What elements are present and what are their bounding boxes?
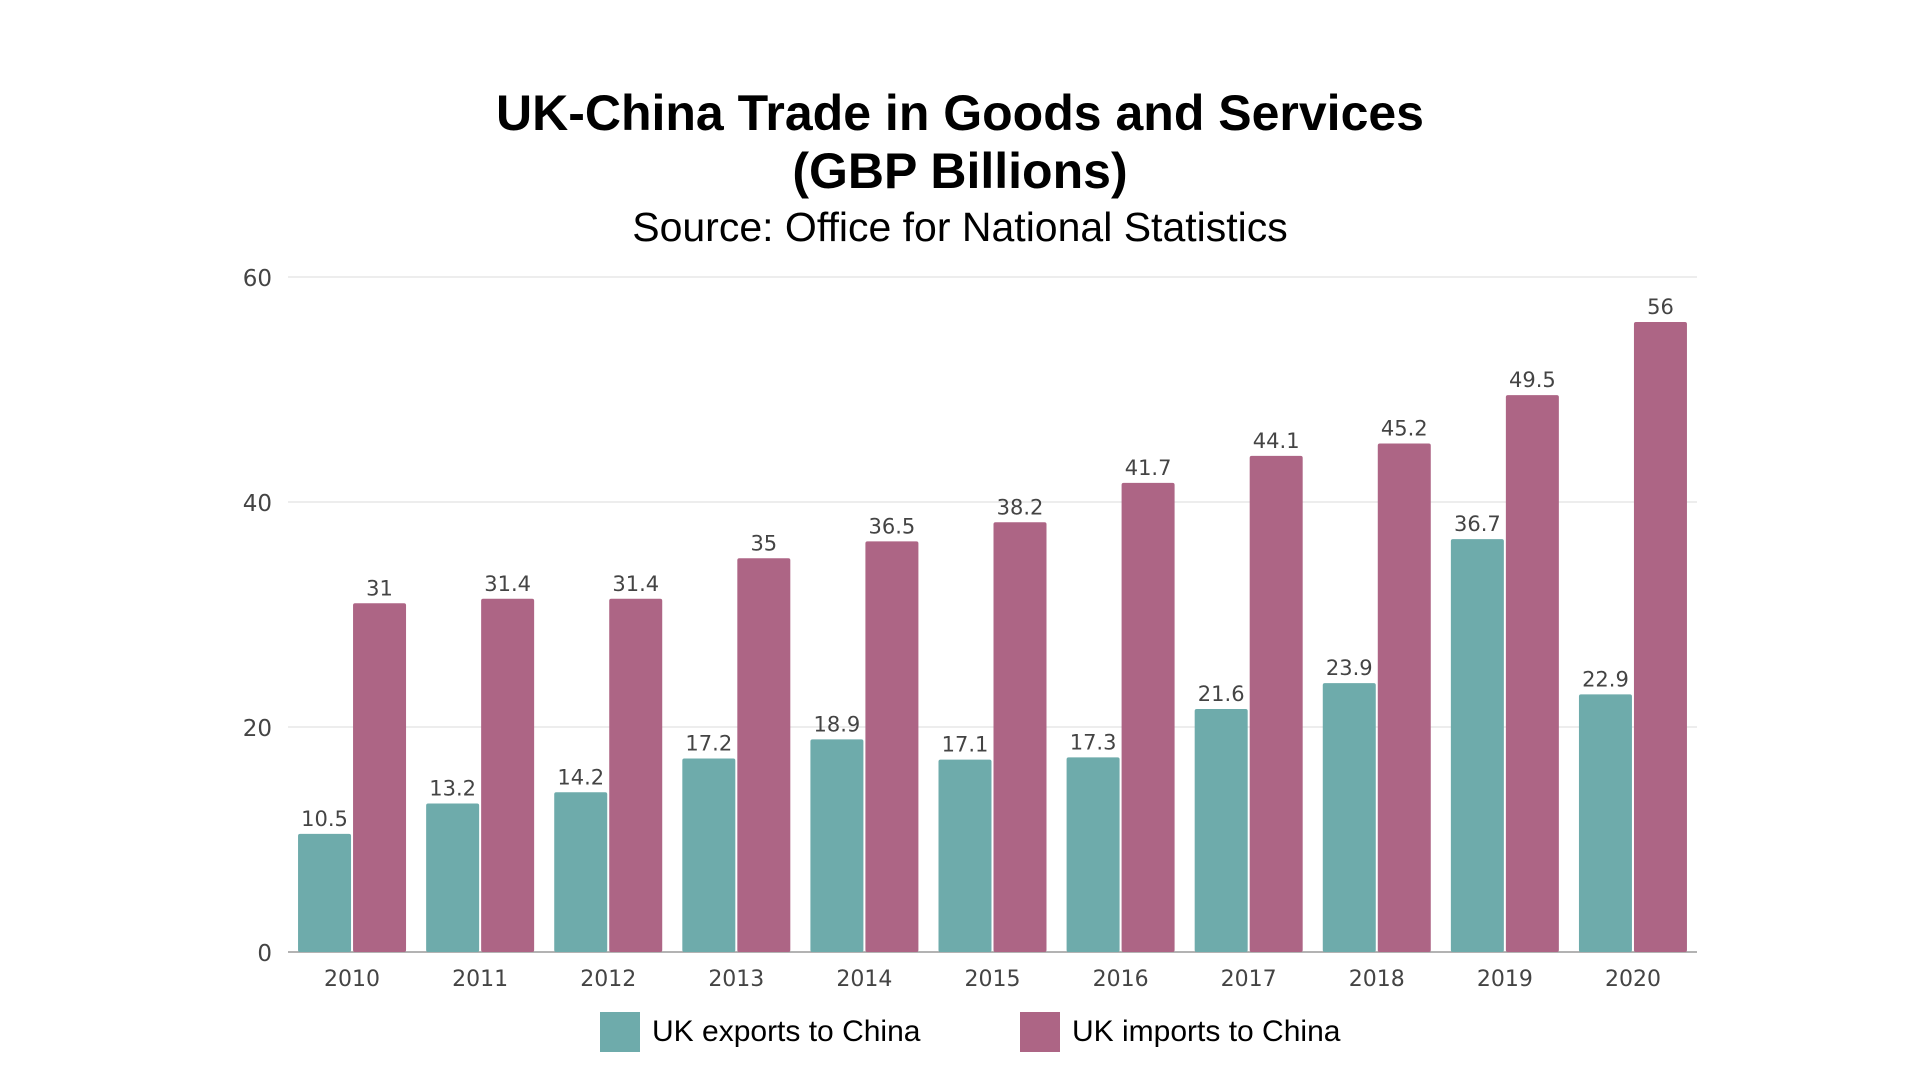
x-tick-label: 2016 (1093, 967, 1149, 992)
bar (1578, 694, 1632, 952)
data-label: 22.9 (1582, 667, 1629, 691)
data-label: 36.5 (869, 514, 916, 538)
y-tick-label: 60 (243, 266, 272, 292)
data-label: 44.1 (1253, 429, 1300, 453)
data-label: 31.4 (484, 572, 531, 596)
data-label: 31.4 (612, 572, 659, 596)
data-label: 17.1 (942, 733, 989, 757)
bar (298, 833, 352, 952)
legend: UK exports to China UK imports to China (0, 1012, 1920, 1062)
data-label: 14.2 (557, 765, 604, 789)
bar (1505, 395, 1559, 952)
bar (1633, 322, 1687, 952)
data-label: 18.9 (814, 712, 861, 736)
data-label: 41.7 (1125, 456, 1172, 480)
data-label: 45.2 (1381, 417, 1428, 441)
data-label: 36.7 (1454, 512, 1501, 536)
bar (1066, 757, 1120, 952)
bar (481, 598, 535, 952)
bar (353, 603, 407, 952)
data-label: 35 (750, 531, 777, 555)
data-label: 10.5 (301, 807, 348, 831)
legend-label-exports: UK exports to China (652, 1015, 921, 1048)
legend-swatch-exports (600, 1012, 640, 1052)
y-tick-label: 40 (243, 491, 272, 517)
bar (938, 759, 992, 952)
x-tick-label: 2011 (452, 967, 508, 992)
bar (993, 522, 1047, 952)
bar (554, 792, 608, 952)
bar (1322, 683, 1376, 952)
bar (1194, 709, 1248, 952)
data-label: 17.3 (1070, 730, 1117, 754)
data-label: 13.2 (429, 777, 476, 801)
data-label: 38.2 (997, 495, 1044, 519)
x-tick-label: 2010 (324, 967, 380, 992)
x-tick-label: 2015 (965, 967, 1021, 992)
chart-title-line-2: (GBP Billions) (792, 143, 1128, 199)
legend-item-exports: UK exports to China (600, 1012, 920, 1052)
bar (426, 803, 480, 952)
bar (1249, 455, 1303, 952)
x-tick-label: 2019 (1477, 967, 1533, 992)
x-tick-label: 2013 (708, 967, 764, 992)
bar (1377, 443, 1431, 952)
legend-swatch-imports (1020, 1012, 1060, 1052)
chart-title-block: UK-China Trade in Goods and Services (GB… (0, 84, 1920, 252)
x-tick-label: 2018 (1349, 967, 1405, 992)
bar (1121, 482, 1175, 952)
x-tick-label: 2020 (1605, 967, 1661, 992)
x-tick-label: 2017 (1221, 967, 1277, 992)
bar (609, 598, 663, 952)
bar (737, 558, 791, 952)
legend-label-imports: UK imports to China (1072, 1015, 1341, 1048)
y-tick-label: 20 (243, 716, 272, 742)
data-label: 23.9 (1326, 656, 1373, 680)
data-label: 21.6 (1198, 682, 1245, 706)
x-tick-label: 2014 (836, 967, 892, 992)
bar (1450, 539, 1504, 952)
data-label: 49.5 (1509, 368, 1556, 392)
chart-title-line-1: UK-China Trade in Goods and Services (495, 85, 1424, 141)
legend-item-imports: UK imports to China (1020, 1012, 1340, 1052)
data-label: 17.2 (685, 732, 732, 756)
bar (810, 739, 864, 952)
chart-subtitle: Source: Office for National Statistics (632, 204, 1288, 250)
y-tick-label: 0 (257, 941, 272, 967)
x-tick-label: 2012 (580, 967, 636, 992)
bar (865, 541, 919, 952)
data-label: 56 (1647, 295, 1674, 319)
bar (682, 758, 736, 952)
data-label: 31 (366, 576, 393, 600)
